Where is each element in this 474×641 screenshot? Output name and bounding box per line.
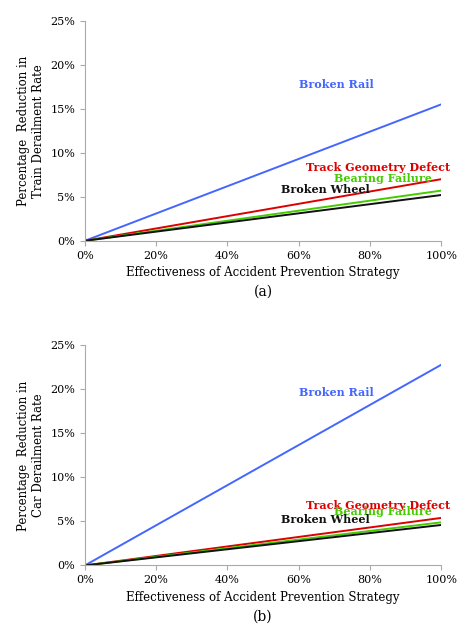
Text: Broken Rail: Broken Rail xyxy=(299,79,374,90)
Text: Broken Rail: Broken Rail xyxy=(299,387,374,398)
Y-axis label: Percentage  Reduction in
Car Derailment Rate: Percentage Reduction in Car Derailment R… xyxy=(17,380,45,531)
X-axis label: Effectiveness of Accident Prevention Strategy: Effectiveness of Accident Prevention Str… xyxy=(127,266,400,279)
Text: Broken Wheel: Broken Wheel xyxy=(281,183,370,195)
Text: (a): (a) xyxy=(254,285,273,299)
Text: Track Geometry Defect: Track Geometry Defect xyxy=(306,162,450,172)
Y-axis label: Percentage  Reduction in
Train Derailment Rate: Percentage Reduction in Train Derailment… xyxy=(17,56,45,206)
Text: Track Geometry Defect: Track Geometry Defect xyxy=(306,500,450,511)
Text: (b): (b) xyxy=(253,610,273,624)
Text: Broken Wheel: Broken Wheel xyxy=(281,513,370,525)
X-axis label: Effectiveness of Accident Prevention Strategy: Effectiveness of Accident Prevention Str… xyxy=(127,591,400,604)
Text: Bearing Failure: Bearing Failure xyxy=(334,173,432,184)
Text: Bearing Failure: Bearing Failure xyxy=(334,506,432,517)
